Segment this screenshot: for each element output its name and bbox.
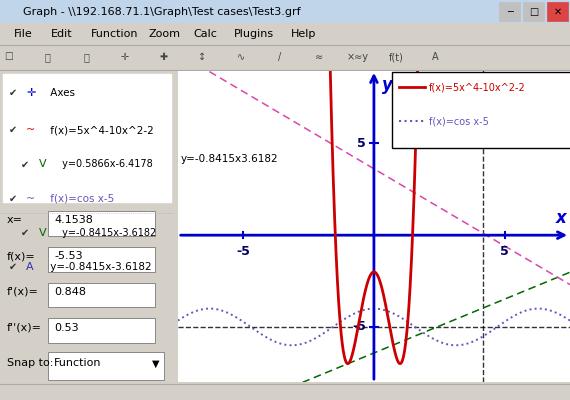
Text: Plugins: Plugins xyxy=(234,29,274,39)
Text: 5: 5 xyxy=(357,137,366,150)
Text: y=-0.8415x-3.6182: y=-0.8415x-3.6182 xyxy=(59,228,157,238)
Text: f(x)=: f(x)= xyxy=(7,251,36,261)
Bar xyxy=(499,2,520,21)
Text: f(x)=5x^4-10x^2-2: f(x)=5x^4-10x^2-2 xyxy=(429,82,526,92)
Text: f(t): f(t) xyxy=(389,52,404,62)
Text: ✕: ✕ xyxy=(553,7,561,17)
Text: ✔: ✔ xyxy=(21,228,29,238)
Text: -5: -5 xyxy=(352,320,366,334)
Text: 💾: 💾 xyxy=(83,52,89,62)
Text: Function: Function xyxy=(91,29,139,39)
Text: ✚: ✚ xyxy=(160,52,168,62)
FancyBboxPatch shape xyxy=(48,318,155,343)
Bar xyxy=(523,2,544,21)
FancyBboxPatch shape xyxy=(48,352,164,380)
Text: Edit: Edit xyxy=(51,29,73,39)
Text: □: □ xyxy=(529,7,538,17)
Text: y=-0.8415x3.6182: y=-0.8415x3.6182 xyxy=(181,154,278,164)
Text: -5: -5 xyxy=(236,245,250,258)
Text: V: V xyxy=(39,160,46,170)
Text: ✔: ✔ xyxy=(9,125,17,135)
Text: Graph - \\192.168.71.1\Graph\Test cases\Test3.grf: Graph - \\192.168.71.1\Graph\Test cases\… xyxy=(23,7,300,17)
Text: Axes: Axes xyxy=(47,88,75,98)
Text: y=0.5866x-6.4178: y=0.5866x-6.4178 xyxy=(59,160,153,170)
Bar xyxy=(3,74,172,202)
Text: 📂: 📂 xyxy=(44,52,50,62)
Text: Snap to:: Snap to: xyxy=(7,358,54,368)
Text: x=: x= xyxy=(7,215,23,225)
FancyBboxPatch shape xyxy=(48,247,155,272)
Text: f(x)=5x^4-10x^2-2: f(x)=5x^4-10x^2-2 xyxy=(47,125,154,135)
Text: ~: ~ xyxy=(26,125,35,135)
Text: ~: ~ xyxy=(26,194,35,204)
Text: File: File xyxy=(14,29,33,39)
Text: ─: ─ xyxy=(507,7,512,17)
Text: Function: Function xyxy=(54,358,102,368)
Text: Help: Help xyxy=(291,29,316,39)
Text: 4.1538: 4.1538 xyxy=(54,215,93,225)
FancyBboxPatch shape xyxy=(48,211,155,236)
Text: ✔: ✔ xyxy=(9,194,17,204)
Text: y=-0.8415x-3.6182: y=-0.8415x-3.6182 xyxy=(47,262,152,272)
Bar xyxy=(547,2,568,21)
Text: ≈: ≈ xyxy=(315,52,323,62)
Text: ✔: ✔ xyxy=(21,160,29,170)
Text: ∿: ∿ xyxy=(237,52,245,62)
Text: V: V xyxy=(39,228,46,238)
Text: ✛: ✛ xyxy=(121,52,129,62)
Text: ×≈y: ×≈y xyxy=(347,52,368,62)
Text: ✛: ✛ xyxy=(26,88,35,98)
Text: ☐: ☐ xyxy=(4,52,13,62)
Text: ✔: ✔ xyxy=(9,88,17,98)
Text: A: A xyxy=(26,262,34,272)
Text: ✔: ✔ xyxy=(9,262,17,272)
Text: Zoom: Zoom xyxy=(148,29,180,39)
Text: f(x)=cos x-5: f(x)=cos x-5 xyxy=(47,194,115,204)
Text: f'(x)=: f'(x)= xyxy=(7,287,39,297)
FancyBboxPatch shape xyxy=(48,282,155,308)
FancyBboxPatch shape xyxy=(392,72,570,148)
Text: 0.848: 0.848 xyxy=(54,287,86,297)
Text: Calc: Calc xyxy=(194,29,218,39)
Text: ↕: ↕ xyxy=(198,52,206,62)
Text: A: A xyxy=(431,52,438,62)
Text: x: x xyxy=(555,209,566,227)
Text: ▼: ▼ xyxy=(152,358,160,368)
Text: -5.53: -5.53 xyxy=(54,251,83,261)
Text: 0.53: 0.53 xyxy=(54,323,79,333)
Text: f''(x)=: f''(x)= xyxy=(7,323,42,333)
Text: f(x)=cos x-5: f(x)=cos x-5 xyxy=(429,116,488,126)
Text: 5: 5 xyxy=(500,245,509,258)
Text: y: y xyxy=(382,76,393,94)
Text: /: / xyxy=(278,52,282,62)
